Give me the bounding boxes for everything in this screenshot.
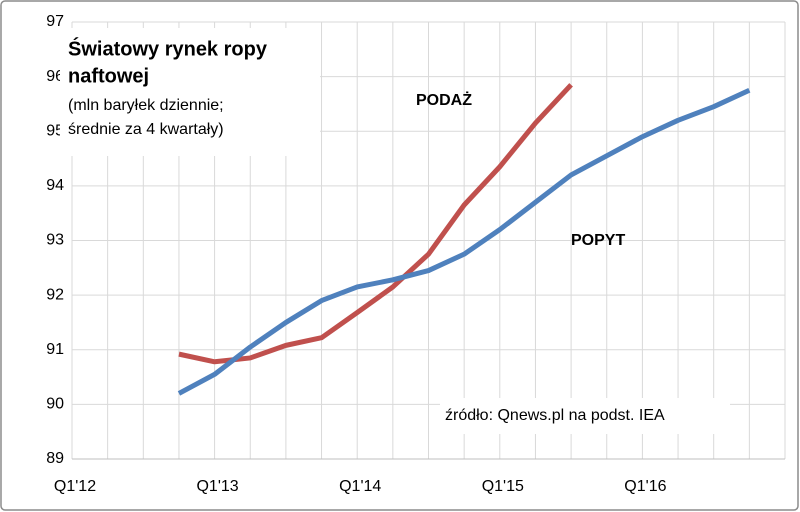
y-tick-label: 95	[46, 122, 64, 139]
y-tick-label: 93	[46, 232, 64, 249]
x-tick-label: Q1'14	[339, 478, 381, 495]
series-line	[177, 88, 751, 396]
x-tick-label: Q1'16	[624, 478, 666, 495]
title-box	[60, 28, 320, 156]
y-tick-label: 94	[46, 177, 64, 194]
y-tick-label: 89	[46, 450, 64, 467]
y-tick-label: 96	[46, 68, 64, 85]
y-tick-label: 90	[46, 396, 64, 413]
y-tick-label: 92	[46, 286, 64, 303]
x-tick-label: Q1'12	[54, 478, 96, 495]
source-box	[440, 398, 730, 434]
y-tick-label: 97	[46, 13, 64, 30]
y-tick-label: 91	[46, 341, 64, 358]
source-note: źródło: Qnews.pl na podst. IEA	[445, 407, 665, 424]
x-tick-label: Q1'15	[482, 478, 524, 495]
x-tick-label: Q1'13	[196, 478, 238, 495]
annotation: POPYT	[571, 232, 625, 249]
chart-subtitle: średnie za 4 kwartały)	[68, 121, 224, 138]
chart-title: naftowej	[68, 65, 149, 87]
chart-subtitle: (mln baryłek dziennie;	[68, 97, 224, 114]
series-line	[178, 83, 573, 365]
annotation: PODAŻ	[416, 91, 472, 109]
chart-title: Światowy rynek ropy	[68, 36, 268, 60]
